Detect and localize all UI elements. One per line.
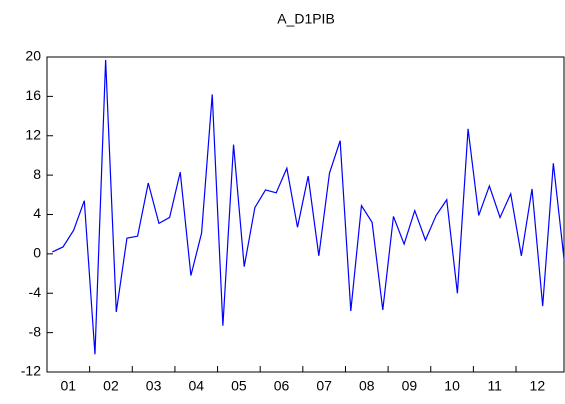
x-tick-label: 08 — [359, 378, 375, 394]
x-tick-label: 11 — [487, 378, 502, 394]
x-tick-label: 06 — [274, 378, 290, 394]
x-tick-label: 01 — [61, 378, 77, 394]
x-tick-label: 05 — [231, 378, 247, 394]
x-tick-label: 09 — [402, 378, 418, 394]
series-line — [52, 59, 565, 355]
x-tick-label: 03 — [146, 378, 162, 394]
y-tick-label: -8 — [29, 323, 42, 339]
y-tick-label: -12 — [21, 363, 41, 379]
y-tick-label: 0 — [33, 245, 41, 261]
y-tick-label: 8 — [33, 166, 41, 182]
x-tick-label: 02 — [103, 378, 119, 394]
y-tick-label: 12 — [25, 126, 41, 142]
plot-frame — [46, 56, 565, 373]
x-tick-label: 07 — [316, 378, 332, 394]
y-tick-label: 16 — [25, 87, 41, 103]
x-tick-label: 12 — [530, 378, 546, 394]
y-tick-label: 4 — [33, 205, 41, 221]
chart-title: A_D1PIB — [277, 11, 335, 27]
x-tick-label: 04 — [188, 378, 204, 394]
x-tick-label: 10 — [444, 378, 460, 394]
y-tick-label: -4 — [29, 284, 42, 300]
y-tick-label: 20 — [25, 48, 41, 64]
